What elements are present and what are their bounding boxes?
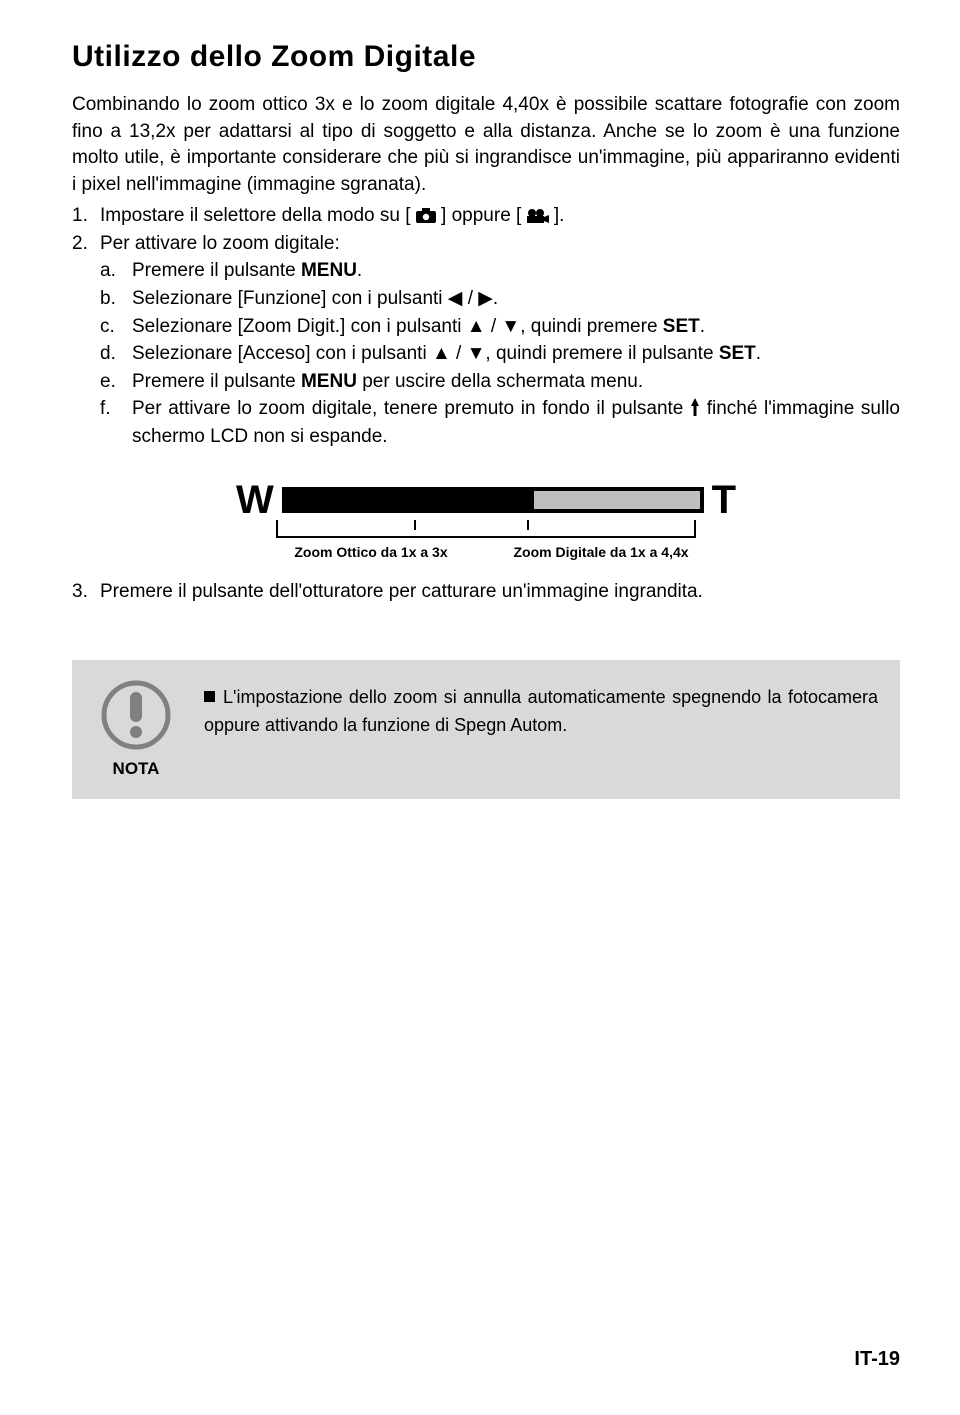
- step-1-text-post: ].: [549, 205, 565, 226]
- zoom-ticks: [276, 520, 696, 538]
- step-number: 1.: [72, 202, 88, 230]
- set-label: SET: [663, 316, 700, 337]
- zoom-labels: Zoom Ottico da 1x a 3x Zoom Digitale da …: [256, 544, 716, 560]
- substep-letter: d.: [100, 340, 116, 368]
- page-number: IT-19: [854, 1348, 900, 1371]
- instruction-list-cont: 3. Premere il pulsante dell'otturatore p…: [72, 578, 900, 606]
- step-1: 1. Impostare il selettore della modo su …: [72, 202, 900, 230]
- step-2-text: Per attivare lo zoom digitale:: [100, 233, 340, 254]
- zoom-wide-label: W: [236, 480, 274, 520]
- page: Utilizzo dello Zoom Digitale Combinando …: [0, 0, 960, 1415]
- step-1-text-pre: Impostare il selettore della modo su [: [100, 205, 416, 226]
- step-2c: c.Selezionare [Zoom Digit.] con i pulsan…: [100, 313, 900, 341]
- step-3-text: Premere il pulsante dell'otturatore per …: [100, 581, 703, 602]
- zoom-tele-icon: [690, 398, 700, 416]
- intro-paragraph: Combinando lo zoom ottico 3x e lo zoom d…: [72, 92, 900, 198]
- substep-letter: b.: [100, 285, 116, 313]
- zoom-diagram: W T Zoom Ottico da 1x a 3x Zoom Digitale…: [236, 480, 736, 560]
- video-icon: [527, 209, 549, 223]
- step-2a: a.Premere il pulsante MENU.: [100, 257, 900, 285]
- note-box: NOTA L'impostazione dello zoom si annull…: [72, 660, 900, 799]
- note-exclaim-icon: [101, 680, 171, 750]
- note-badge: NOTA: [94, 680, 178, 779]
- step-3: 3. Premere il pulsante dell'otturatore p…: [72, 578, 900, 606]
- step-2b: b.Selezionare [Funzione] con i pulsanti …: [100, 285, 900, 313]
- zoom-bar-row: W T: [236, 480, 736, 520]
- substep-list: a.Premere il pulsante MENU. b.Selezionar…: [100, 257, 900, 450]
- zoom-bar-digital: [534, 491, 700, 509]
- step-2d: d.Selezionare [Acceso] con i pulsanti ▲ …: [100, 340, 900, 368]
- step-1-text-mid: ] oppure [: [436, 205, 527, 226]
- step-2f: f.Per attivare lo zoom digitale, tenere …: [100, 395, 900, 450]
- bullet-square-icon: [204, 691, 215, 702]
- substep-letter: e.: [100, 368, 116, 396]
- zoom-bar: [282, 487, 704, 513]
- substep-letter: c.: [100, 313, 115, 341]
- zoom-label-digital: Zoom Digitale da 1x a 4,4x: [486, 544, 716, 560]
- menu-label: MENU: [301, 371, 357, 392]
- step-number: 3.: [72, 578, 88, 606]
- zoom-bar-optical: [286, 491, 534, 509]
- camera-icon: [416, 208, 436, 223]
- zoom-label-optical: Zoom Ottico da 1x a 3x: [256, 544, 486, 560]
- note-text: L'impostazione dello zoom si annulla aut…: [204, 680, 878, 740]
- zoom-tele-label: T: [712, 480, 736, 520]
- note-label: NOTA: [94, 759, 178, 779]
- step-2: 2. Per attivare lo zoom digitale: a.Prem…: [72, 230, 900, 450]
- substep-letter: a.: [100, 257, 116, 285]
- substep-letter: f.: [100, 395, 111, 423]
- set-label: SET: [719, 343, 756, 364]
- page-title: Utilizzo dello Zoom Digitale: [72, 40, 900, 74]
- menu-label: MENU: [301, 260, 357, 281]
- step-number: 2.: [72, 230, 88, 258]
- step-2e: e.Premere il pulsante MENU per uscire de…: [100, 368, 900, 396]
- instruction-list: 1. Impostare il selettore della modo su …: [72, 202, 900, 450]
